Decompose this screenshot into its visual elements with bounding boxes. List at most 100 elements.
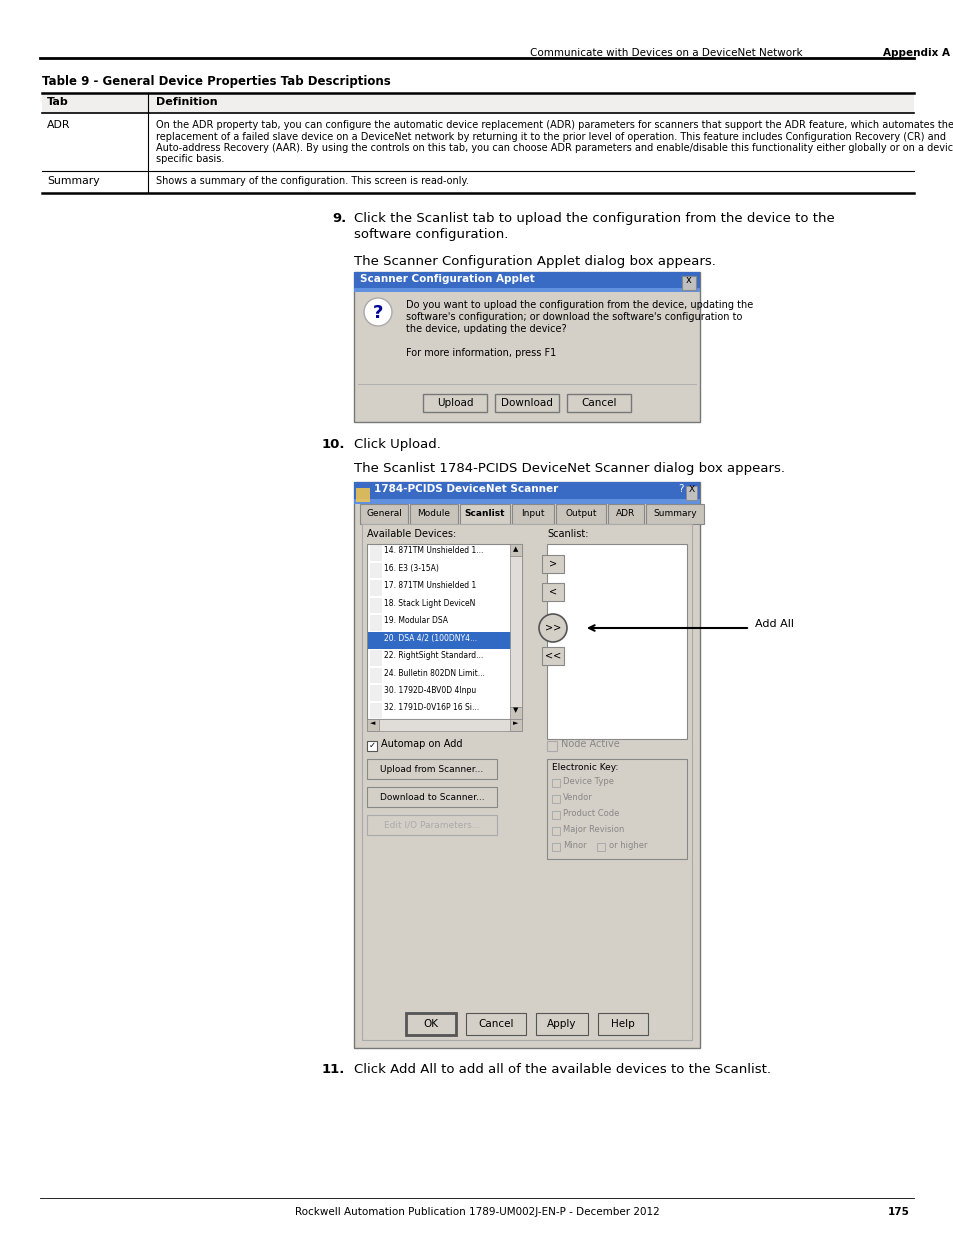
Text: ?: ? [373,304,383,322]
Text: Tab: Tab [47,98,69,107]
Text: Auto-address Recovery (AAR). By using the controls on this tab, you can choose A: Auto-address Recovery (AAR). By using th… [156,143,953,153]
Text: 22. RightSight Standard...: 22. RightSight Standard... [384,651,483,659]
Text: Device Type: Device Type [562,777,614,785]
Bar [495,394,558,412]
Text: ADR: ADR [616,510,635,519]
Bar [370,598,381,613]
Bar [354,288,700,291]
Bar [510,543,521,556]
Text: Download to Scanner...: Download to Scanner... [379,793,484,802]
Bar [367,760,497,779]
Text: Download: Download [500,398,553,408]
Bar [367,815,497,835]
Text: Shows a summary of the configuration. This screen is read-only.: Shows a summary of the configuration. Th… [156,177,468,186]
Text: Module: Module [417,510,450,519]
Text: 16. E3 (3-15A): 16. E3 (3-15A) [384,563,438,573]
Bar [465,1013,525,1035]
Bar [370,703,381,718]
Text: 20. DSA 4/2 (100DNY4...: 20. DSA 4/2 (100DNY4... [384,634,476,642]
Bar [367,719,521,731]
Bar [552,844,559,851]
Text: 32. 1791D-0V16P 16 Si...: 32. 1791D-0V16P 16 Si... [384,704,478,713]
Bar [370,562,381,578]
Bar [597,844,604,851]
Text: Click Add All to add all of the available devices to the Scanlist.: Click Add All to add all of the availabl… [354,1063,770,1076]
Bar [370,632,381,648]
Bar [598,1013,647,1035]
Text: 17. 871TM Unshielded 1: 17. 871TM Unshielded 1 [384,580,476,590]
Text: The Scanlist 1784-PCIDS DeviceNet Scanner dialog box appears.: The Scanlist 1784-PCIDS DeviceNet Scanne… [354,462,784,475]
Bar [422,394,486,412]
Bar [681,275,696,290]
Bar [541,555,563,573]
Bar [552,779,559,787]
Bar [566,394,630,412]
Text: Summary: Summary [47,177,99,186]
Text: 9.: 9. [332,212,346,225]
Bar [367,787,497,806]
Text: Help: Help [611,1019,634,1029]
Text: 14. 871TM Unshielded 1...: 14. 871TM Unshielded 1... [384,546,483,555]
Bar [512,504,554,524]
Text: 19. Modular DSA: 19. Modular DSA [384,616,448,625]
Bar [685,487,697,500]
Bar [370,685,381,700]
Bar [541,583,563,601]
Text: software's configuration; or download the software's configuration to: software's configuration; or download th… [406,312,741,322]
Bar [546,741,557,751]
Text: Automap on Add: Automap on Add [380,739,462,748]
Bar [354,272,700,291]
Bar [42,93,913,112]
Bar [552,827,559,835]
Text: The Scanner Configuration Applet dialog box appears.: The Scanner Configuration Applet dialog … [354,254,715,268]
Text: Product Code: Product Code [562,809,618,818]
Text: Electronic Key:: Electronic Key: [552,763,618,772]
Text: software configuration.: software configuration. [354,228,508,241]
Text: Do you want to upload the configuration from the device, updating the: Do you want to upload the configuration … [406,300,753,310]
Bar [370,650,381,666]
Text: Minor: Minor [562,841,586,850]
Text: specific basis.: specific basis. [156,154,224,164]
Circle shape [364,298,392,326]
Text: Upload: Upload [436,398,473,408]
Text: Cancel: Cancel [477,1019,514,1029]
Text: replacement of a failed slave device on a DeviceNet network by returning it to t: replacement of a failed slave device on … [156,131,945,142]
Text: ADR: ADR [47,120,71,130]
Bar [459,504,510,524]
Text: Vendor: Vendor [562,793,592,802]
Bar [510,556,521,706]
Text: 24. Bulletin 802DN Limit...: 24. Bulletin 802DN Limit... [384,668,484,678]
Text: Click Upload.: Click Upload. [354,438,440,451]
Bar [361,524,691,1040]
Text: OK: OK [423,1019,438,1029]
Text: x: x [685,275,691,285]
Text: Summary: Summary [653,510,696,519]
Text: <<: << [544,651,560,661]
Text: Scanlist: Scanlist [464,510,505,519]
Text: 175: 175 [887,1207,909,1216]
Text: X: X [688,485,694,494]
Text: >: > [548,559,557,569]
Text: Input: Input [520,510,544,519]
Text: ▼: ▼ [513,706,518,713]
Bar [510,719,521,731]
Bar [355,488,370,501]
Bar [359,504,408,524]
Bar [552,795,559,803]
Text: Click the Scanlist tab to upload the configuration from the device to the: Click the Scanlist tab to upload the con… [354,212,834,225]
Bar [645,504,703,524]
Text: Node Active: Node Active [560,739,619,748]
Bar [367,741,376,751]
Bar [370,545,381,561]
Text: ◄: ◄ [370,720,375,726]
Text: Upload from Scanner...: Upload from Scanner... [380,764,483,773]
Bar [406,1013,456,1035]
Bar [546,543,686,739]
Bar [556,504,605,524]
Bar [541,647,563,664]
Text: Rockwell Automation Publication 1789-UM002J-EN-P - December 2012: Rockwell Automation Publication 1789-UM0… [294,1207,659,1216]
Text: >>: >> [544,622,560,634]
Text: <: < [548,587,557,597]
Bar [607,504,643,524]
Bar [354,482,700,1049]
